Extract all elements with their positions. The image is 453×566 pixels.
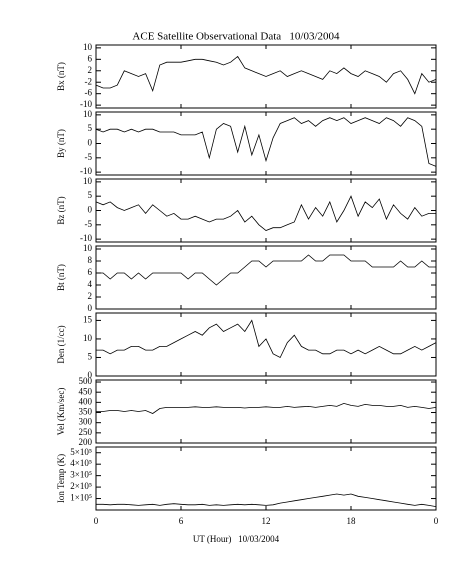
y-tick-label: 10	[83, 109, 93, 119]
y-tick-label: 2×10⁵	[70, 481, 92, 491]
x-axis-label: UT (Hour) 10/03/2004	[193, 534, 280, 544]
y-axis-label: Ion Temp (K)	[56, 454, 66, 503]
y-tick-label: 0	[88, 138, 93, 148]
y-tick-label: 6	[88, 53, 93, 63]
y-tick-label: 5	[88, 352, 93, 362]
y-axis-label: Vel (Km/sec)	[56, 388, 66, 436]
y-tick-label: 8	[88, 255, 93, 265]
panel-frame	[95, 111, 437, 176]
y-tick-label: 450	[79, 386, 93, 396]
y-tick-label: 6	[88, 267, 93, 277]
data-line	[96, 254, 436, 286]
y-tick-label: 500	[79, 376, 93, 386]
x-tick-label: 0	[94, 516, 99, 526]
x-tick-label: 0	[434, 516, 439, 526]
y-tick-label: 400	[79, 396, 93, 406]
x-tick-label: 6	[179, 516, 184, 526]
data-line	[96, 402, 437, 414]
y-tick-label: -10	[80, 233, 92, 243]
y-tick-label: 5	[88, 190, 93, 200]
panel-frame	[95, 312, 437, 377]
y-tick-label: 3×10⁵	[70, 470, 92, 480]
data-line	[95, 195, 436, 231]
y-tick-label: 350	[79, 407, 93, 417]
y-tick-label: -10	[80, 166, 92, 176]
y-tick-label: 15	[83, 314, 93, 324]
y-tick-label: 2	[88, 291, 93, 301]
panel-frame	[95, 178, 437, 243]
data-line	[96, 319, 437, 359]
y-tick-label: 10	[83, 243, 93, 253]
y-tick-label: 10	[83, 176, 93, 186]
y-axis-label: Den (1/cc)	[56, 325, 66, 363]
y-axis-label: Bx (nT)	[56, 62, 66, 91]
y-tick-label: 200	[79, 437, 93, 447]
chart-title: ACE Satellite Observational Data 10/03/2…	[132, 31, 340, 43]
data-line	[95, 55, 437, 95]
y-tick-label: 250	[79, 427, 93, 437]
y-tick-label: -5	[85, 152, 93, 162]
x-tick-label: 18	[347, 516, 357, 526]
data-line	[95, 117, 437, 167]
y-tick-label: 0	[88, 205, 93, 215]
y-tick-label: 10	[83, 42, 93, 52]
y-tick-label: 0	[88, 303, 93, 313]
x-tick-label: 12	[262, 516, 271, 526]
y-tick-label: 5×10⁵	[70, 447, 92, 457]
y-tick-label: -2	[85, 76, 93, 86]
y-tick-label: -5	[85, 219, 93, 229]
y-axis-label: Bt (nT)	[56, 264, 66, 291]
y-tick-label: 5	[88, 123, 93, 133]
y-axis-label: Bz (nT)	[56, 196, 66, 224]
y-tick-label: 0	[88, 370, 93, 380]
y-tick-label: 10	[83, 333, 93, 343]
y-tick-label: 4	[88, 279, 93, 289]
y-tick-label: -10	[80, 99, 92, 109]
data-line	[96, 493, 437, 507]
y-tick-label: 4×10⁵	[70, 458, 92, 468]
y-tick-label: -6	[85, 88, 93, 98]
y-axis-label: By (nT)	[56, 129, 66, 158]
y-tick-label: 300	[79, 417, 93, 427]
y-tick-label: 1×10⁵	[70, 493, 92, 503]
y-tick-label: 2	[88, 65, 93, 75]
